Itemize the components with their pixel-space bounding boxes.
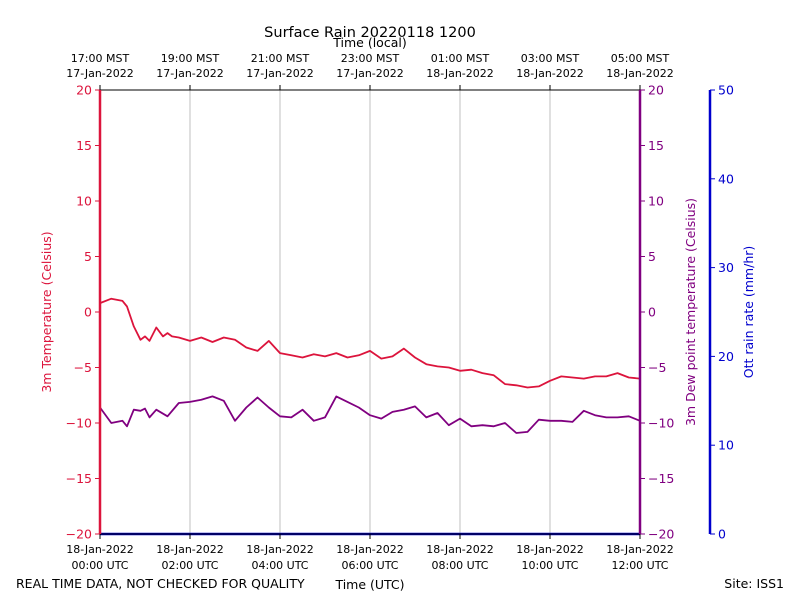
axes bbox=[95, 85, 715, 539]
x-bottom-tick-label: 06:00 UTC bbox=[341, 559, 398, 572]
chart-title: Surface Rain 20220118 1200 bbox=[264, 25, 476, 41]
disclaimer-text: REAL TIME DATA, NOT CHECKED FOR QUALITY bbox=[16, 576, 305, 591]
y-right-inner-tick-label: −5 bbox=[648, 360, 666, 375]
x-bottom-tick-label: 18-Jan-2022 bbox=[426, 543, 494, 556]
x-top-tick-label: 17-Jan-2022 bbox=[156, 67, 224, 80]
y-right-inner-tick-label: −20 bbox=[648, 527, 674, 542]
x-top-tick-label: 17-Jan-2022 bbox=[336, 67, 404, 80]
x-top-tick-label: 18-Jan-2022 bbox=[606, 67, 674, 80]
temperature-series-line bbox=[99, 297, 641, 389]
x-bottom-tick-label: 18-Jan-2022 bbox=[516, 543, 584, 556]
x-top-axis-label: Time (local) bbox=[332, 35, 406, 50]
x-bottom-tick-label: 18-Jan-2022 bbox=[66, 543, 134, 556]
x-top-tick-label: 21:00 MST bbox=[251, 52, 310, 65]
y-right-outer-tick-label: 10 bbox=[718, 438, 734, 453]
x-bottom-tick-label: 18-Jan-2022 bbox=[246, 543, 314, 556]
y-right-inner-tick-label: 15 bbox=[648, 138, 664, 153]
x-top-tick-label: 03:00 MST bbox=[521, 52, 580, 65]
y-right-outer-tick-label: 40 bbox=[718, 171, 734, 186]
y-left-tick-label: 10 bbox=[76, 194, 92, 209]
x-top-tick-label: 19:00 MST bbox=[161, 52, 220, 65]
y-left-tick-label: −20 bbox=[66, 527, 92, 542]
x-bottom-tick-label: 04:00 UTC bbox=[251, 559, 308, 572]
y-left-tick-label: 20 bbox=[76, 83, 92, 98]
y-left-tick-label: −5 bbox=[74, 360, 92, 375]
x-bottom-axis-label: Time (UTC) bbox=[334, 577, 404, 592]
y-left-tick-label: 0 bbox=[84, 305, 92, 320]
y-left-tick-label: 15 bbox=[76, 138, 92, 153]
x-bottom-tick-label: 08:00 UTC bbox=[431, 559, 488, 572]
y-left-axis-label: 3m Temperature (Celsius) bbox=[39, 231, 54, 392]
y-right-inner-axis-label: 3m Dew point temperature (Celsius) bbox=[683, 198, 698, 426]
y-right-outer-tick-label: 20 bbox=[718, 349, 734, 364]
y-left-tick-label: 5 bbox=[84, 249, 92, 264]
y-right-inner-tick-label: −15 bbox=[648, 471, 674, 486]
site-label: Site: ISS1 bbox=[724, 576, 784, 591]
y-right-outer-tick-label: 30 bbox=[718, 260, 734, 275]
x-top-tick-label: 18-Jan-2022 bbox=[516, 67, 584, 80]
dewpoint-series-line bbox=[99, 395, 641, 434]
x-bottom-tick-label: 10:00 UTC bbox=[521, 559, 578, 572]
grid-lines bbox=[189, 90, 551, 534]
x-top-tick-label: 17-Jan-2022 bbox=[246, 67, 314, 80]
x-bottom-tick-label: 18-Jan-2022 bbox=[336, 543, 404, 556]
x-bottom-tick-label: 18-Jan-2022 bbox=[606, 543, 674, 556]
x-top-tick-label: 17:00 MST bbox=[71, 52, 130, 65]
y-right-inner-tick-label: 20 bbox=[648, 83, 664, 98]
x-bottom-tick-label: 12:00 UTC bbox=[611, 559, 668, 572]
y-right-outer-tick-label: 0 bbox=[718, 527, 726, 542]
y-right-inner-tick-label: 10 bbox=[648, 194, 664, 209]
y-left-tick-label: −10 bbox=[66, 416, 92, 431]
y-left-tick-label: −15 bbox=[66, 471, 92, 486]
x-top-tick-label: 18-Jan-2022 bbox=[426, 67, 494, 80]
y-right-inner-tick-label: 0 bbox=[648, 305, 656, 320]
x-bottom-tick-label: 18-Jan-2022 bbox=[156, 543, 224, 556]
x-top-tick-label: 17-Jan-2022 bbox=[66, 67, 134, 80]
y-right-inner-tick-label: 5 bbox=[648, 249, 656, 264]
x-top-tick-label: 05:00 MST bbox=[611, 52, 670, 65]
x-top-tick-label: 23:00 MST bbox=[341, 52, 400, 65]
y-right-outer-axis-label: Ott rain rate (mm/hr) bbox=[741, 246, 756, 379]
y-right-inner-tick-label: −10 bbox=[648, 416, 674, 431]
y-right-outer-tick-label: 50 bbox=[718, 83, 734, 98]
x-bottom-tick-label: 00:00 UTC bbox=[71, 559, 128, 572]
x-top-tick-label: 01:00 MST bbox=[431, 52, 490, 65]
x-bottom-tick-label: 02:00 UTC bbox=[161, 559, 218, 572]
